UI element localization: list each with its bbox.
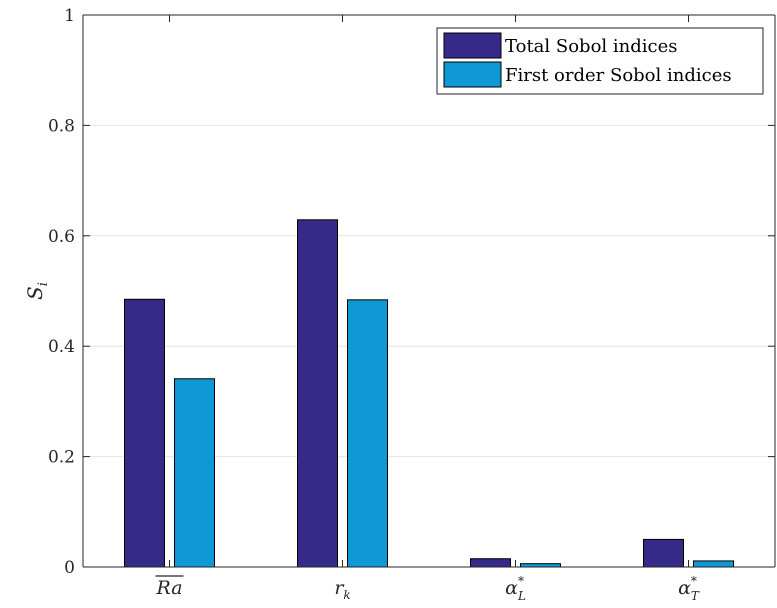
legend-swatch <box>443 61 502 88</box>
y-axis-title: Si <box>23 282 51 300</box>
legend-swatch <box>443 32 502 59</box>
bar-total-3 <box>643 538 684 568</box>
y-tick-label: 0.2 <box>48 448 75 468</box>
x-category-label: α* L <box>505 574 526 603</box>
x-category-labels: Ra rk α* L α* T <box>155 15 700 603</box>
bars <box>124 219 734 568</box>
bar-total-2 <box>470 558 511 568</box>
bar-total-1 <box>297 219 338 568</box>
x-category-label: Ra <box>155 577 182 599</box>
y-tick-label: 0.6 <box>48 227 75 247</box>
legend-label: First order Sobol indices <box>505 65 732 86</box>
x-category-label: rk <box>334 577 350 602</box>
axes-frame <box>82 14 776 568</box>
x-category-label: α* T <box>678 574 700 603</box>
bar-first-order-1 <box>347 299 388 568</box>
y-tick-label: 0.8 <box>48 116 75 136</box>
y-tick-label: 0.4 <box>48 337 75 357</box>
y-ticks: 0 0.2 0.4 0.6 0.8 1 <box>48 6 775 578</box>
bar-total-0 <box>124 298 165 568</box>
gridlines <box>83 124 775 458</box>
legend-label: Total Sobol indices <box>505 36 678 57</box>
y-tick-label: 0 <box>64 558 75 578</box>
y-tick-label: 1 <box>64 6 75 26</box>
bar-first-order-3 <box>693 560 734 568</box>
legend: Total Sobol indices First order Sobol ind… <box>436 27 764 95</box>
bar-first-order-0 <box>174 378 215 568</box>
